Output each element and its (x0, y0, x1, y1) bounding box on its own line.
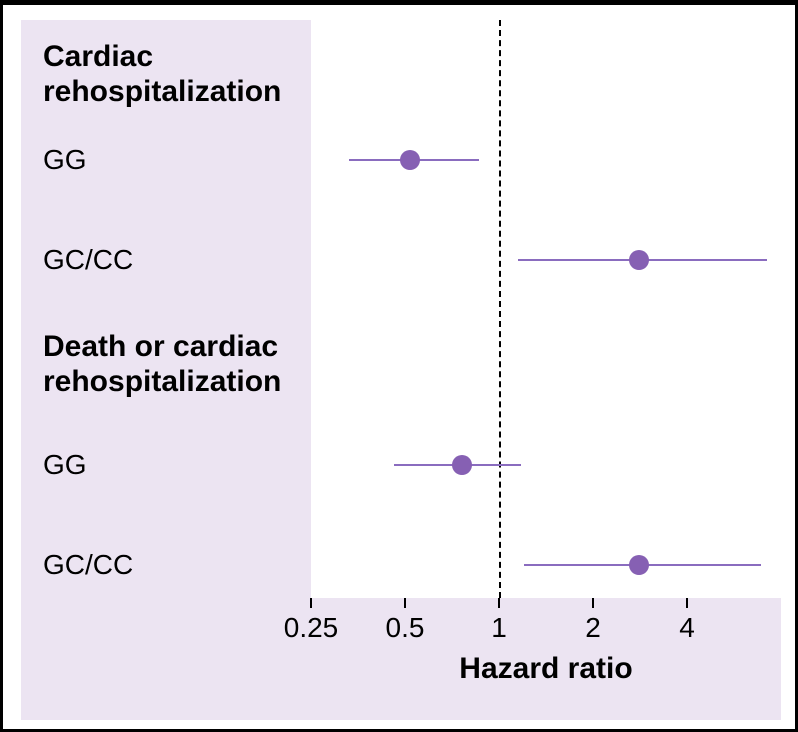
x-tick-mark (498, 598, 500, 608)
point-estimate (400, 150, 420, 170)
point-estimate (629, 250, 649, 270)
x-tick-mark (404, 598, 406, 608)
x-tick-label: 0.25 (284, 612, 339, 644)
group-heading: Death or cardiac rehospitalization (43, 330, 281, 399)
point-estimate (629, 555, 649, 575)
x-tick-label: 0.5 (386, 612, 425, 644)
x-tick-mark (686, 598, 688, 608)
x-tick-label: 1 (491, 612, 507, 644)
reference-line (499, 20, 501, 598)
row-label: GG (43, 449, 87, 481)
plot-area (311, 20, 781, 598)
figure-frame: Cardiac rehospitalization GG GC/CC Death or… (0, 0, 798, 732)
x-tick-mark (310, 598, 312, 608)
x-tick-label: 4 (679, 612, 695, 644)
row-label: GG (43, 144, 87, 176)
row-label: GC/CC (43, 244, 133, 276)
figure-panel: Cardiac rehospitalization GG GC/CC Death or… (21, 20, 781, 720)
x-tick-mark (592, 598, 594, 608)
x-tick-label: 2 (585, 612, 601, 644)
group-heading: Cardiac rehospitalization (43, 40, 281, 109)
point-estimate (452, 455, 472, 475)
row-label: GC/CC (43, 549, 133, 581)
x-axis-title: Hazard ratio (459, 652, 632, 686)
